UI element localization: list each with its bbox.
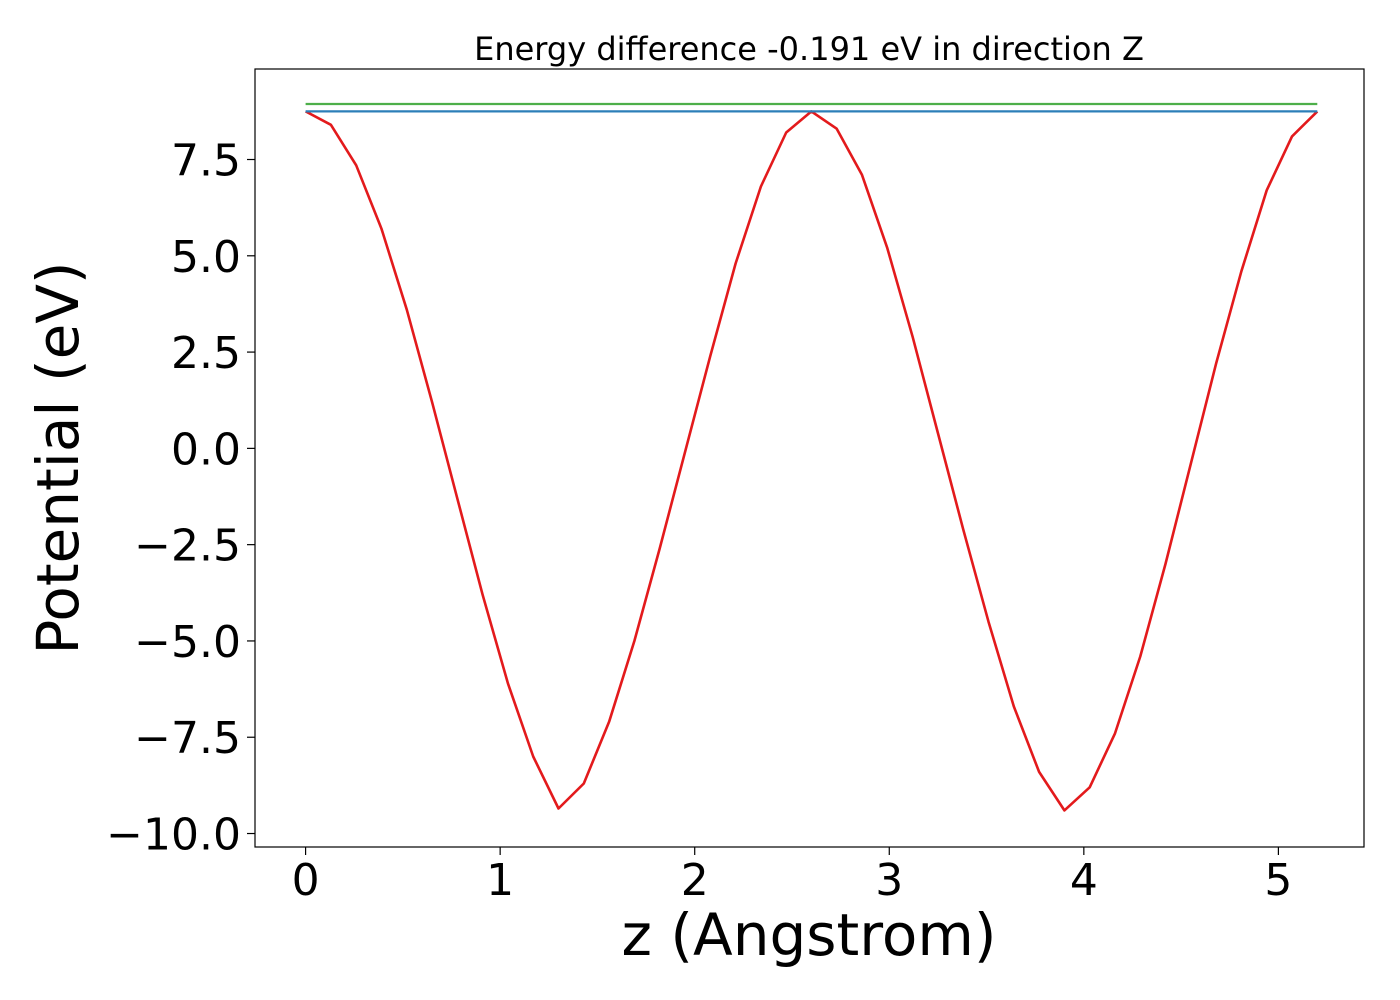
x-tick-label: 3: [875, 855, 903, 906]
y-tick-label: 7.5: [171, 136, 241, 187]
chart-title: Energy difference -0.191 eV in direction…: [474, 30, 1144, 68]
y-tick-label: −5.0: [134, 617, 241, 668]
y-tick-label: −10.0: [106, 810, 241, 861]
x-tick-label: 1: [486, 855, 514, 906]
y-tick-label: 2.5: [171, 328, 241, 379]
plot-area: [254, 68, 1365, 848]
y-tick-label: −7.5: [134, 713, 241, 764]
y-axis-label: Potential (eV): [24, 261, 92, 654]
y-axis: 7.5 5.0 2.5 0.0 −2.5 −5.0 −7.5 −10.0: [106, 136, 255, 861]
y-tick-label: 0.0: [171, 424, 241, 475]
x-tick-label: 0: [292, 855, 320, 906]
x-axis: 0 1 2 3 4 5: [292, 847, 1292, 906]
x-tick-label: 5: [1264, 855, 1292, 906]
series-line-0: [304, 110, 1319, 812]
y-tick-label: 5.0: [171, 232, 241, 283]
y-tick-label: −2.5: [134, 521, 241, 572]
series-layer: [304, 102, 1319, 812]
x-tick-label: 4: [1070, 855, 1098, 906]
x-tick-label: 2: [681, 855, 709, 906]
x-axis-label: z (Angstrom): [622, 901, 997, 969]
